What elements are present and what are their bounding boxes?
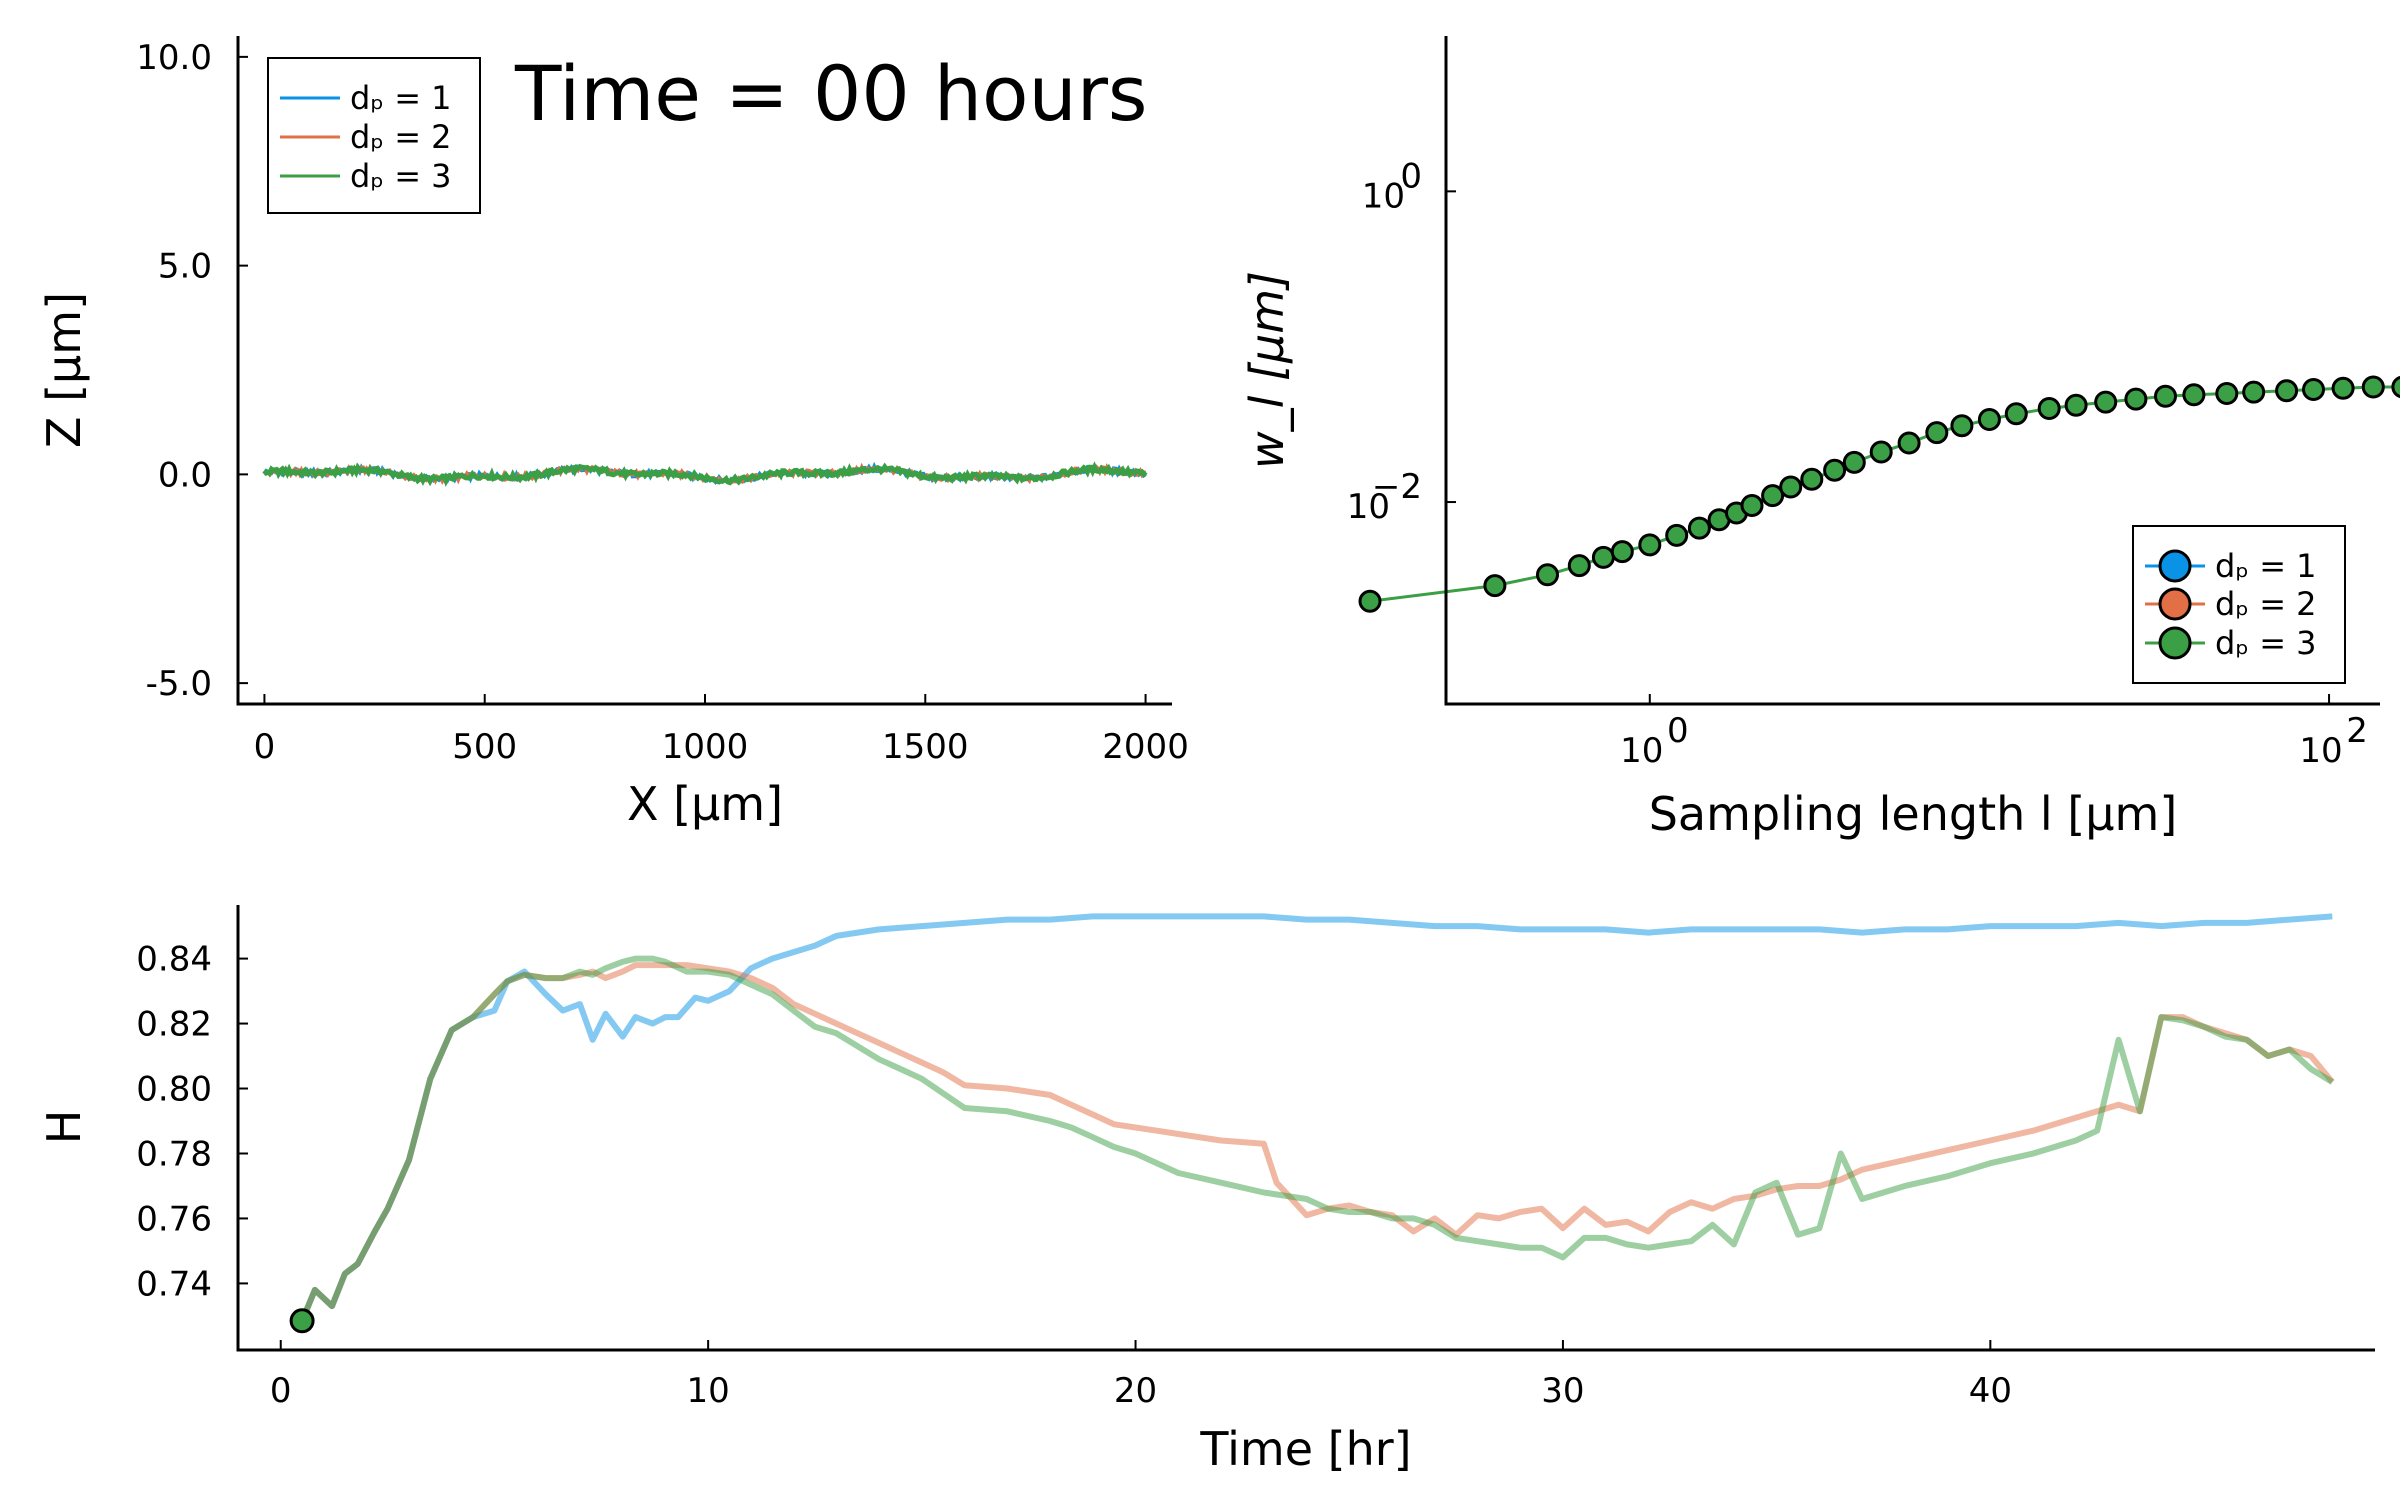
scaling-point [2004, 402, 2028, 426]
profile-legend-label-2: dₚ = 2 [350, 118, 452, 156]
scaling-point [2302, 378, 2325, 401]
h-time-y-tick-label: 0.74 [136, 1264, 212, 1304]
h-time-x-tick-label: 20 [1114, 1371, 1157, 1411]
h-time-line-1 [299, 913, 2333, 1322]
scaling-point [2154, 384, 2177, 408]
scaling-point [2215, 382, 2239, 405]
profile-x-tick-label: 1500 [882, 727, 969, 767]
scaling-point [1358, 589, 1382, 613]
scaling-legend-label-3: dₚ = 3 [2215, 624, 2317, 662]
scaling-x-tick-exponent: 2 [2346, 711, 2368, 751]
profile-y-label: Z [μm] [37, 292, 91, 448]
profile-line-3 [262, 461, 1148, 487]
profile-axes [236, 36, 1172, 706]
profile-x-tick-label: 1000 [662, 727, 749, 767]
profile-y-tick-label: 10.0 [136, 38, 212, 78]
scaling-point [2094, 390, 2118, 414]
scaling-x-tick-label: 10 [1620, 731, 1663, 771]
scaling-point [1925, 421, 1949, 445]
profile-y-tick-label: -5.0 [146, 664, 212, 704]
scaling-point [1687, 516, 1711, 540]
profile-legend-label-3: dₚ = 3 [350, 157, 452, 195]
scaling-axes [1444, 36, 2380, 706]
scaling-point [1869, 440, 1893, 464]
scaling-point [1897, 431, 1921, 455]
scaling-point [1800, 467, 1824, 491]
profile-y-tick-label: 0.0 [158, 455, 212, 495]
scaling-legend-marker-2 [2158, 587, 2192, 621]
profile-x-tick-label: 500 [452, 727, 517, 767]
h-time-y-tick-label: 0.78 [136, 1134, 212, 1174]
scaling-point [1638, 533, 1662, 557]
h-time-y-tick-label: 0.76 [136, 1199, 212, 1239]
profile-x-tick-label: 2000 [1102, 727, 1189, 767]
scaling-point [1740, 494, 1764, 517]
scaling-point [2331, 376, 2355, 400]
profile-y-tick-label: 5.0 [158, 247, 212, 287]
h-time-current-marker [289, 1308, 315, 1334]
profile-series [262, 461, 1148, 487]
scaling-legend-marker-1 [2158, 549, 2192, 583]
h-time-series [289, 913, 2335, 1334]
profile-legend: dₚ = 1 dₚ = 2 dₚ = 3 [267, 57, 481, 214]
scaling-legend-label-1: dₚ = 1 [2215, 547, 2317, 585]
h-time-x-tick-label: 30 [1541, 1371, 1584, 1411]
scaling-point [1842, 450, 1866, 474]
h-time-line-3 [299, 955, 2334, 1322]
h-time-ticks: 0 10 20 30 40 0.74 0.76 0.78 0.80 0.82 0.84 [136, 940, 2012, 1411]
scaling-point [1567, 554, 1591, 578]
scaling-point [2275, 379, 2299, 403]
h-time-x-tick-label: 0 [270, 1371, 292, 1411]
scaling-y-tick-exponent: −2 [1372, 467, 1422, 507]
h-time-x-tick-label: 10 [687, 1371, 730, 1411]
h-time-y-tick-label: 0.84 [136, 940, 212, 980]
scaling-legend-marker-3 [2158, 626, 2192, 660]
scaling-legend: dₚ = 1 dₚ = 2 dₚ = 3 [2132, 525, 2346, 684]
scaling-point [1823, 458, 1847, 482]
scaling-point [2037, 397, 2061, 420]
scaling-point [2064, 393, 2088, 417]
profile-title: Time = 00 hours [514, 49, 1148, 138]
scaling-y-tick-label: 10 [1362, 176, 1405, 216]
scaling-point [1665, 523, 1689, 547]
h-time-x-tick-label: 40 [1969, 1371, 2012, 1411]
scaling-point [1761, 484, 1785, 508]
scaling-point [2242, 380, 2266, 404]
profile-ticks: 0 500 1000 1500 2000 -5.0 0.0 5.0 10.0 [136, 38, 1189, 767]
profile-x-tick-label: 0 [254, 727, 276, 767]
profile-legend-label-1: dₚ = 1 [350, 79, 452, 117]
scaling-x-tick-exponent: 0 [1667, 711, 1689, 751]
h-time-axes [236, 905, 2375, 1352]
scaling-y-label: w_l [μm] [1240, 271, 1294, 469]
scaling-point [2182, 383, 2206, 407]
profile-x-label: X [μm] [627, 777, 783, 831]
scaling-point [1950, 414, 1974, 438]
h-time-x-label: Time [hr] [1199, 1422, 1411, 1476]
h-time-y-label: H [37, 1110, 91, 1145]
scaling-point [1536, 563, 1559, 587]
scaling-y-tick-exponent: 0 [1400, 156, 1422, 196]
scaling-point [2391, 375, 2400, 399]
scaling-point [1977, 408, 2001, 431]
scaling-point [2124, 387, 2148, 411]
scaling-x-label: Sampling length l [μm] [1649, 787, 2178, 841]
scaling-legend-label-2: dₚ = 2 [2215, 585, 2317, 623]
h-time-y-tick-label: 0.82 [136, 1005, 212, 1045]
scaling-point [1591, 545, 1615, 569]
scaling-point [1483, 574, 1507, 598]
scaling-point [2361, 375, 2385, 399]
scaling-series [1358, 375, 2400, 613]
scaling-y-tick-label: 10 [1347, 487, 1390, 527]
scaling-x-tick-label: 10 [2299, 731, 2342, 771]
profile-plot: 0 500 1000 1500 2000 -5.0 0.0 5.0 10.0 Time = 00… [37, 36, 1189, 831]
h-time-plot: 0 10 20 30 40 0.74 0.76 0.78 0.80 0.82 0.84 Time [… [37, 905, 2375, 1476]
scaling-point [1779, 475, 1803, 499]
scaling-point [1610, 540, 1634, 564]
h-time-y-tick-label: 0.80 [136, 1070, 212, 1110]
